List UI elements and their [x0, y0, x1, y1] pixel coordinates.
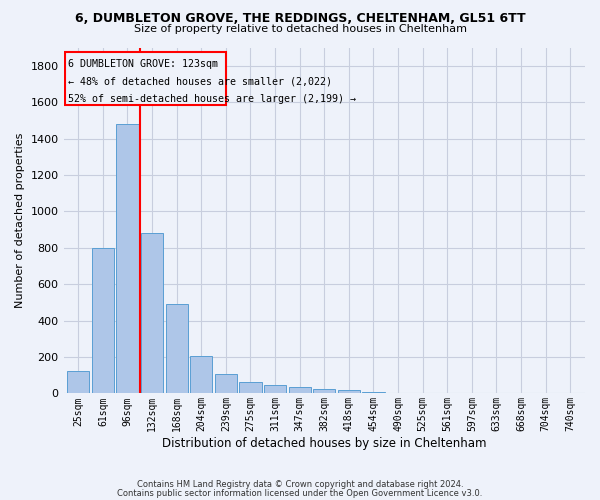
Bar — [92, 248, 114, 394]
Bar — [313, 389, 335, 394]
Bar — [67, 370, 89, 394]
Text: Contains public sector information licensed under the Open Government Licence v3: Contains public sector information licen… — [118, 488, 482, 498]
FancyBboxPatch shape — [65, 52, 226, 105]
Y-axis label: Number of detached properties: Number of detached properties — [15, 133, 25, 308]
Bar — [289, 387, 311, 394]
Bar — [264, 385, 286, 394]
Bar — [166, 304, 188, 394]
Text: 52% of semi-detached houses are larger (2,199) →: 52% of semi-detached houses are larger (… — [68, 94, 356, 104]
Bar — [116, 124, 139, 394]
X-axis label: Distribution of detached houses by size in Cheltenham: Distribution of detached houses by size … — [162, 437, 487, 450]
Text: Contains HM Land Registry data © Crown copyright and database right 2024.: Contains HM Land Registry data © Crown c… — [137, 480, 463, 489]
Text: 6, DUMBLETON GROVE, THE REDDINGS, CHELTENHAM, GL51 6TT: 6, DUMBLETON GROVE, THE REDDINGS, CHELTE… — [74, 12, 526, 26]
Bar — [215, 374, 237, 394]
Bar — [239, 382, 262, 394]
Text: ← 48% of detached houses are smaller (2,022): ← 48% of detached houses are smaller (2,… — [68, 76, 332, 86]
Text: 6 DUMBLETON GROVE: 123sqm: 6 DUMBLETON GROVE: 123sqm — [68, 60, 218, 70]
Bar — [141, 233, 163, 394]
Bar — [362, 392, 385, 394]
Bar — [338, 390, 360, 394]
Bar — [190, 356, 212, 394]
Text: Size of property relative to detached houses in Cheltenham: Size of property relative to detached ho… — [133, 24, 467, 34]
